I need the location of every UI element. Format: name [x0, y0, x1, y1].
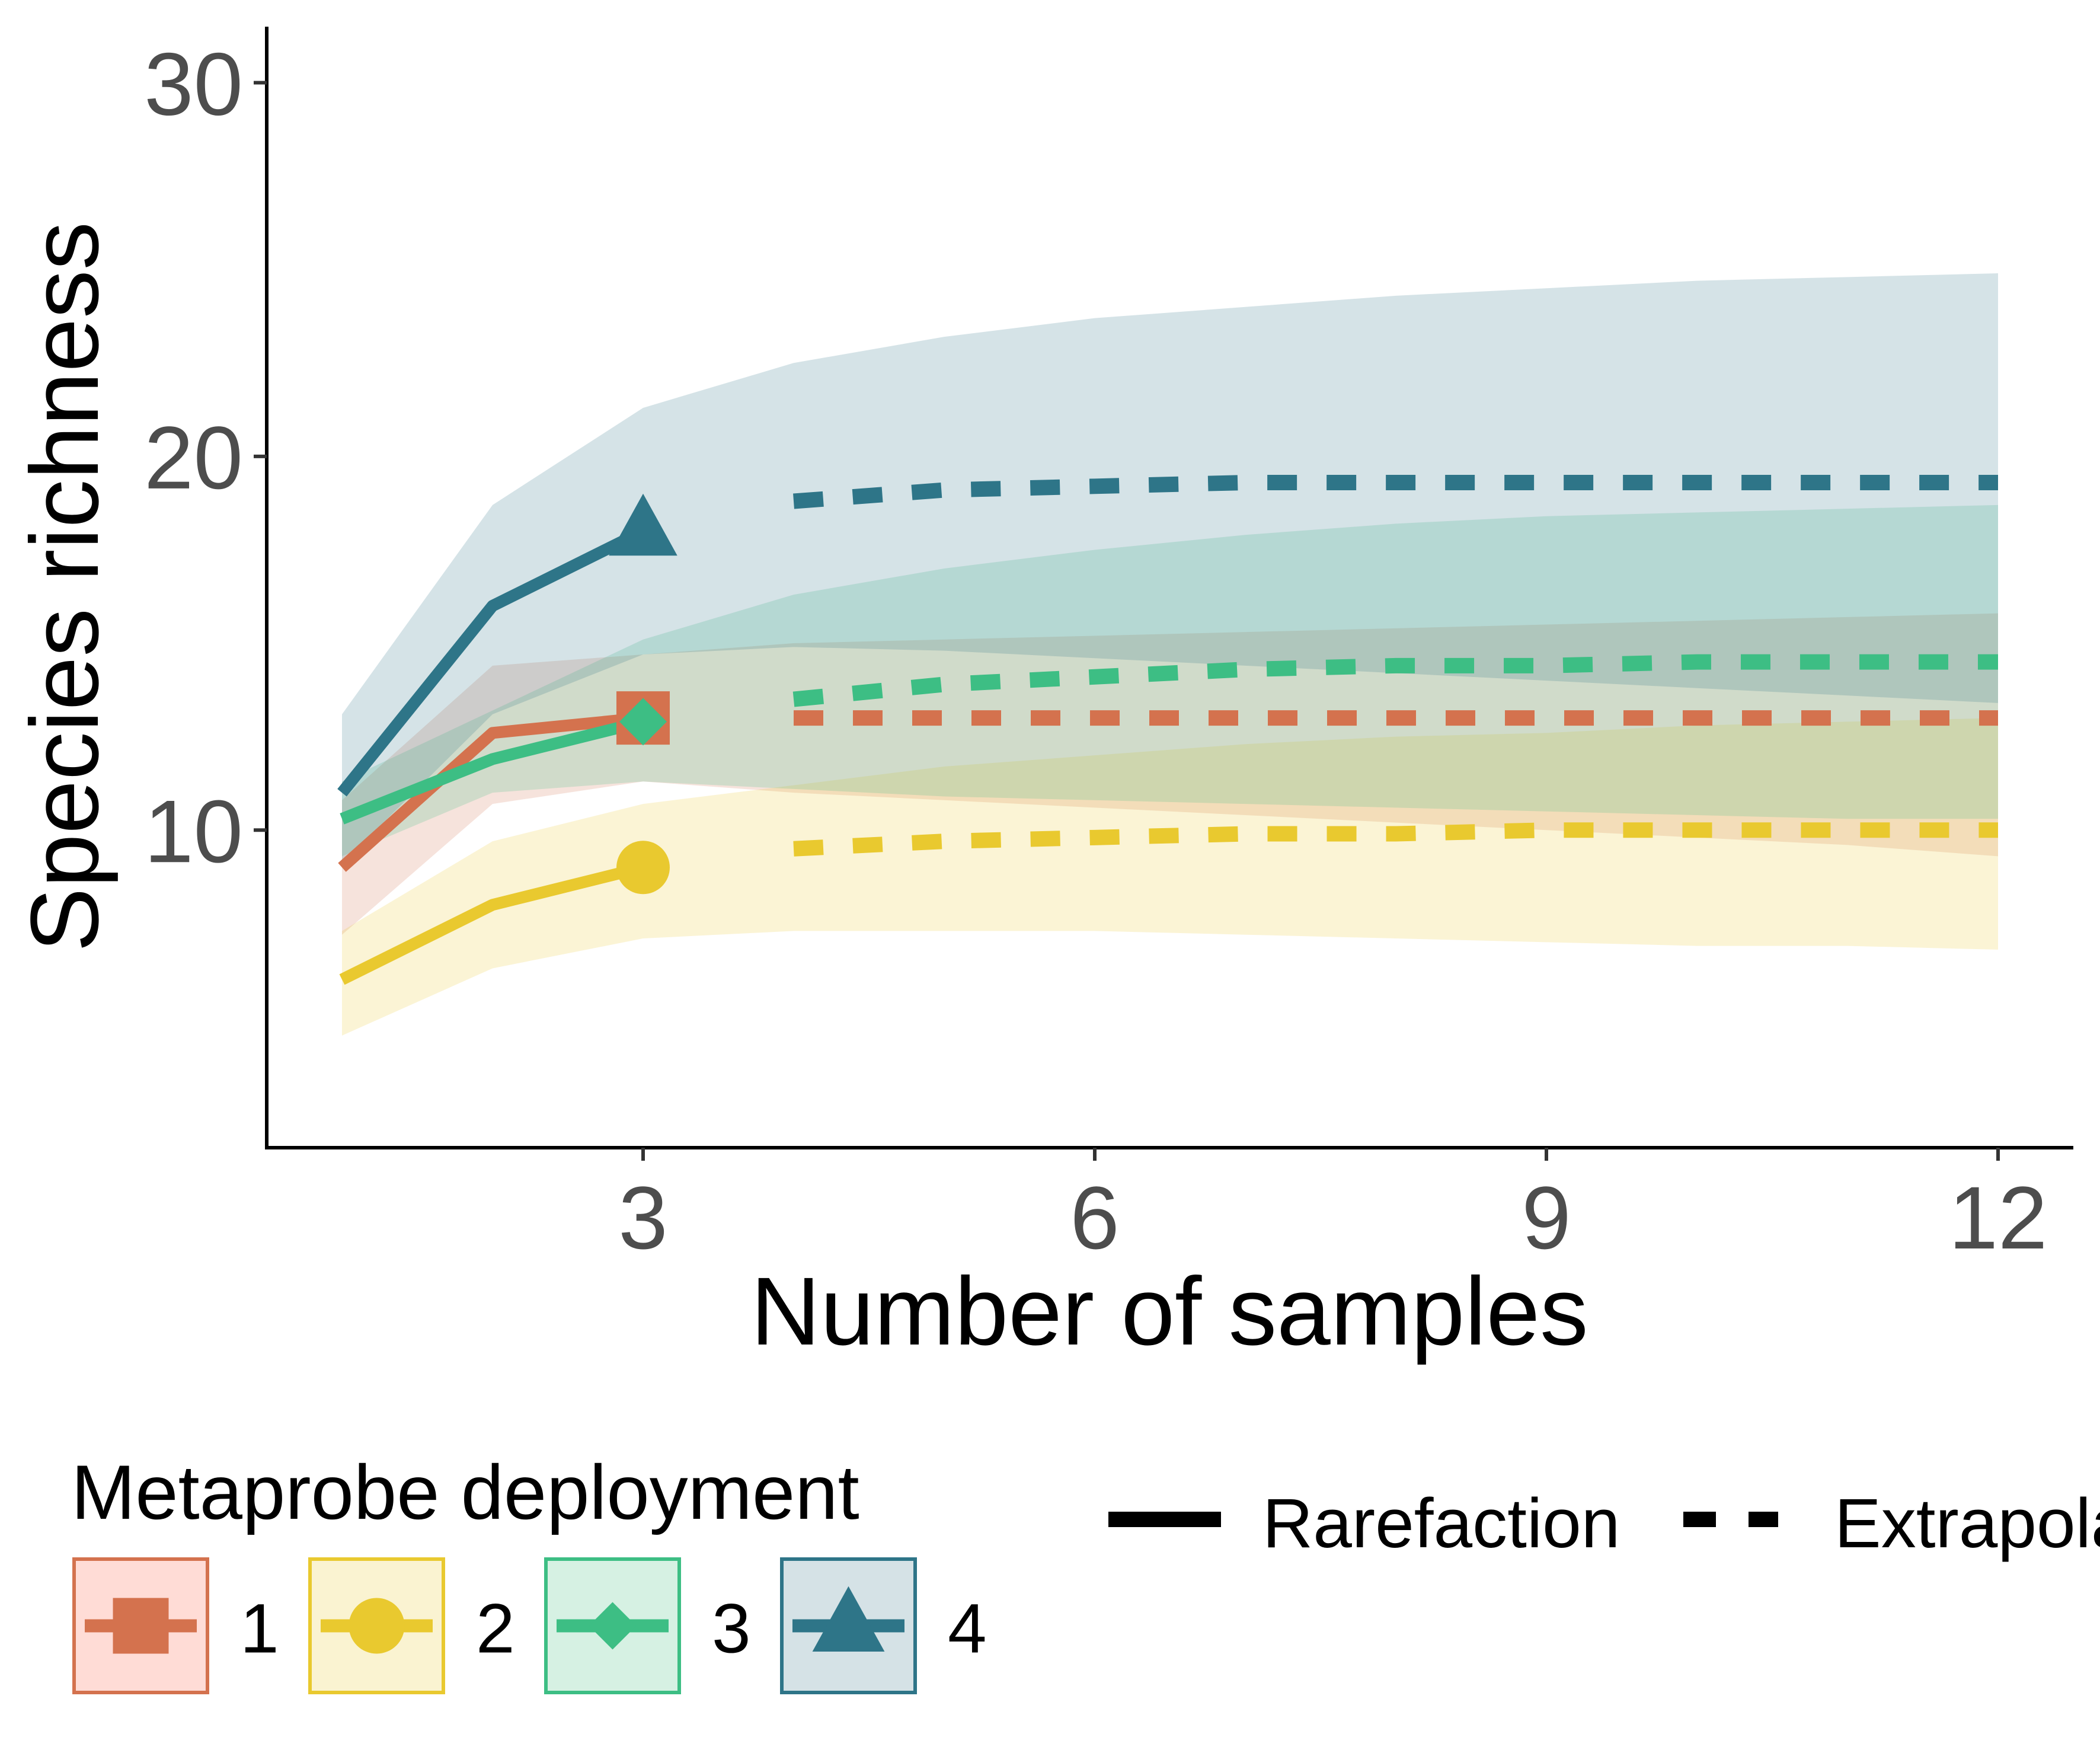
x-tick-label: 9	[1522, 1168, 1571, 1267]
x-tick-label: 3	[618, 1168, 667, 1267]
y-tick-label: 20	[144, 408, 243, 507]
legend-key-marker	[589, 1602, 637, 1650]
legend-item-label: 4	[948, 1590, 987, 1668]
legend-rarefaction-label: Rarefaction	[1262, 1484, 1620, 1563]
x-tick-label: 6	[1070, 1168, 1119, 1267]
y-tick-label: 10	[144, 781, 243, 881]
extrapolation-line-3	[792, 654, 1998, 707]
rarefaction-line-3	[340, 716, 645, 825]
rarefaction-line-2	[339, 861, 645, 985]
legend-keys: 1 2 3 4	[72, 1557, 987, 1694]
rarefaction-line-4	[337, 525, 646, 797]
legend-item-label: 1	[240, 1590, 279, 1668]
legend-item-label: 2	[476, 1590, 515, 1668]
legend-key-marker	[812, 1586, 885, 1652]
x-tick-label: 12	[1949, 1168, 2048, 1267]
legend-extrapolation-label: Extrapolation	[1834, 1484, 2100, 1563]
y-axis-title: Species richness	[10, 222, 119, 952]
observed-markers	[609, 493, 677, 895]
legend-item-1: 1	[72, 1557, 279, 1694]
rarefaction-line-1	[338, 712, 644, 872]
legend-key-marker	[113, 1598, 169, 1654]
y-tick-label: 30	[144, 34, 243, 134]
x-ticks: 3 6 9 12	[618, 1148, 2047, 1267]
legend-title: Metaprobe deployment	[71, 1449, 859, 1535]
observed-marker-4	[609, 493, 677, 556]
linetype-legend: Rarefaction Extrapolation	[1108, 1484, 2100, 1563]
legend-item-2: 2	[308, 1557, 515, 1694]
x-axis-title: Number of samples	[750, 1257, 1588, 1365]
legend-item-label: 3	[712, 1590, 751, 1668]
series-lines	[337, 475, 1998, 985]
observed-marker-2	[616, 841, 670, 895]
confidence-band-4	[342, 273, 1998, 864]
extrapolation-line-4	[793, 475, 1998, 509]
observed-marker-3	[619, 698, 667, 746]
confidence-band-1	[342, 613, 1998, 935]
legend-item-4: 4	[780, 1557, 987, 1694]
legend-item-3: 3	[544, 1557, 751, 1694]
axes	[265, 27, 2073, 1149]
y-ticks: 10 20 30	[144, 34, 267, 881]
extrapolation-line-2	[793, 822, 1998, 857]
confidence-band-2	[342, 718, 1998, 1036]
legend: Metaprobe deployment 1 2 3 4 Rarefaction Ex…	[71, 1449, 2100, 1694]
legend-key-marker	[349, 1598, 405, 1654]
